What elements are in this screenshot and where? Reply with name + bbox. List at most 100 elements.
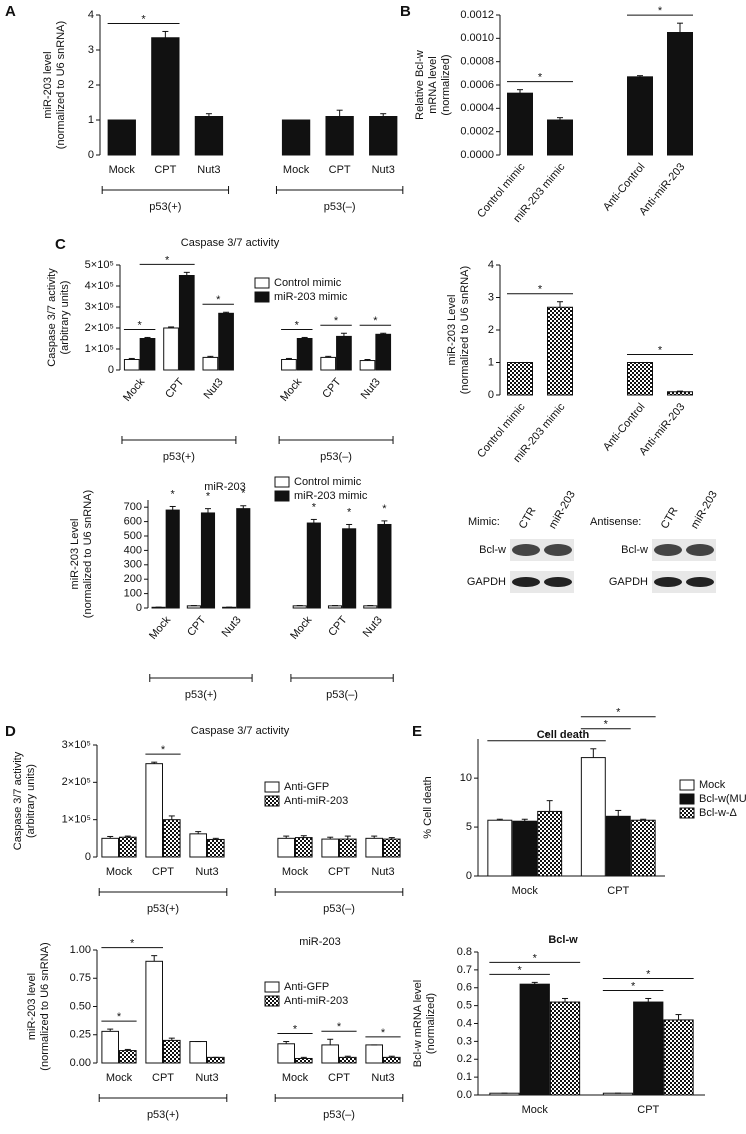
significance-label: *: [533, 952, 538, 964]
significance-label: *: [117, 1011, 122, 1023]
x-tick-label: Nut3: [197, 164, 220, 176]
x-tick-label: CPT: [328, 1072, 350, 1084]
significance-label: *: [334, 315, 339, 327]
legend-label: Anti-miR-203: [284, 995, 348, 1007]
x-tick-label: Mock: [106, 866, 133, 878]
y-tick-label: 2×10⁵: [85, 322, 114, 334]
group-label: p53(+): [147, 1109, 179, 1121]
blot-strip: [510, 571, 574, 593]
bar: [178, 275, 195, 371]
bar: [321, 1044, 339, 1064]
bar: [200, 512, 216, 609]
blot-band: [544, 544, 572, 556]
x-tick-label: Mock: [121, 376, 147, 404]
bar: [336, 335, 352, 371]
legend-swatch: [679, 793, 695, 805]
y-tick-label: 0.3: [457, 1035, 472, 1047]
significance-label: *: [206, 491, 211, 503]
significance-label: *: [337, 1021, 342, 1033]
group-label: p53(–): [326, 689, 358, 701]
panel-label: B: [400, 3, 411, 20]
bar: [359, 360, 376, 371]
bar: [296, 338, 313, 371]
legend-label: Control mimic: [294, 476, 362, 488]
y-tick-label: 1.00: [70, 944, 91, 956]
y-tick-label: 0.0000: [460, 149, 494, 161]
bar: [507, 362, 533, 396]
y-tick-label: 0.8: [457, 946, 472, 958]
bar: [295, 1057, 313, 1064]
panel-label: C: [55, 236, 66, 253]
y-tick-label: 600: [124, 516, 142, 528]
bar: [189, 833, 207, 858]
y-tick-label: 3: [88, 44, 94, 56]
bar: [306, 522, 321, 609]
group-label: p53(–): [324, 201, 356, 213]
significance-label: *: [658, 5, 663, 17]
y-tick-label: 0.0008: [460, 56, 494, 68]
bar: [277, 837, 295, 858]
y-axis-label: Caspase 3/7 activity: [12, 751, 24, 850]
legend-label: miR-203 mimic: [274, 291, 348, 303]
bar: [580, 757, 606, 877]
y-axis-label: miR-203 level: [42, 51, 54, 118]
bar: [605, 815, 631, 877]
legend-swatch: [264, 995, 280, 1007]
bar: [339, 838, 357, 858]
x-tick-label: Mock: [106, 1072, 133, 1084]
y-axis-label: (arbitrary units): [59, 281, 71, 355]
legend-swatch: [264, 981, 280, 993]
group-label: p53(–): [323, 903, 355, 915]
y-axis-label: % Cell death: [422, 776, 434, 838]
bar: [189, 1041, 207, 1064]
y-axis-label: (normalized to U6 snRNA): [55, 21, 67, 149]
x-tick-label: Nut3: [372, 164, 395, 176]
bar: [365, 837, 383, 858]
bar: [363, 605, 378, 609]
significance-label: *: [295, 319, 300, 331]
y-tick-label: 0: [488, 389, 494, 401]
bar: [107, 119, 136, 156]
bar: [667, 32, 693, 156]
y-axis-label: (normalized to U6 snRNA): [39, 942, 51, 1070]
y-tick-label: 0.00: [70, 1057, 91, 1069]
bar: [507, 92, 533, 156]
x-tick-label: Nut3: [359, 376, 383, 402]
bar: [163, 1039, 181, 1064]
legend-label: Bcl-w-Δ: [699, 807, 738, 819]
y-tick-label: 3×10⁵: [85, 301, 114, 313]
bar: [163, 327, 179, 371]
bar: [292, 605, 307, 609]
bar: [320, 356, 337, 371]
x-tick-label: Mock: [278, 376, 304, 404]
bar: [627, 76, 653, 156]
legend-label: Anti-GFP: [284, 981, 329, 993]
bar: [119, 1050, 137, 1064]
legend-swatch: [254, 277, 270, 289]
y-tick-label: 10: [460, 772, 472, 784]
y-axis-label: miR-203 level: [26, 973, 38, 1040]
y-tick-label: 1: [88, 114, 94, 126]
bar: [342, 528, 357, 609]
bar: [365, 1044, 383, 1064]
bar: [325, 116, 354, 156]
y-tick-label: 0.0006: [460, 79, 494, 91]
y-tick-label: 1: [488, 356, 494, 368]
x-tick-label: Nut3: [361, 614, 385, 640]
lane-label: miR-203: [547, 489, 578, 531]
y-axis-label: (normalized): [425, 993, 437, 1054]
y-axis-label: miR-203 Level: [446, 295, 458, 366]
significance-label: *: [517, 964, 522, 976]
y-tick-label: 400: [124, 544, 142, 556]
chart-title: Caspase 3/7 activity: [181, 237, 280, 249]
panel-label: D: [5, 723, 16, 740]
lane-label: CTR: [659, 505, 681, 531]
significance-label: *: [658, 344, 663, 356]
bar: [101, 1030, 120, 1064]
x-tick-label: CPT: [329, 164, 351, 176]
y-axis-label: Bcl-w mRNA level: [412, 980, 424, 1067]
y-tick-label: 0.2: [457, 1053, 472, 1065]
bar: [383, 838, 401, 858]
x-tick-label: CPT: [607, 885, 629, 897]
